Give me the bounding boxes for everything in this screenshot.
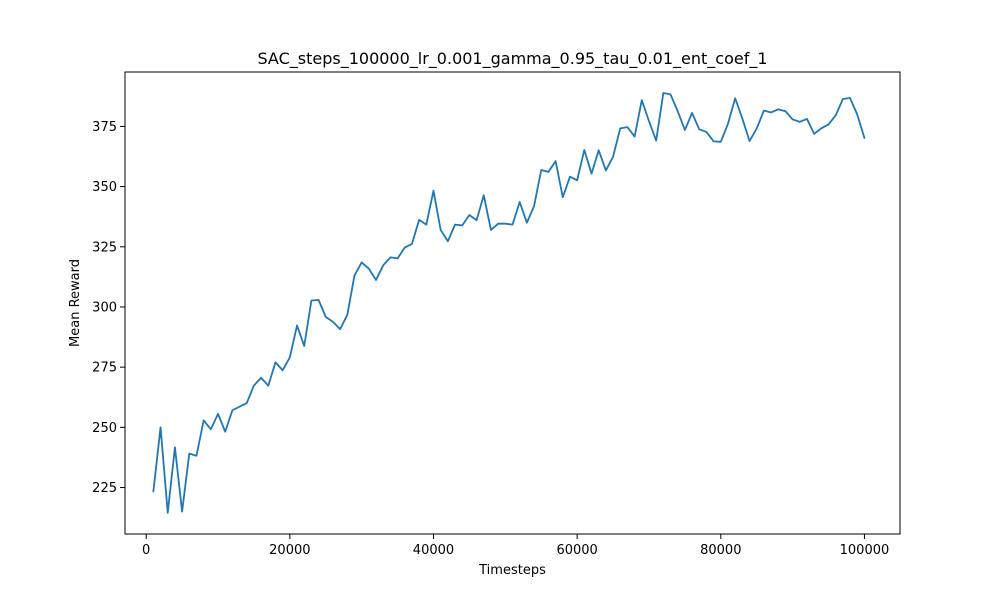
- x-axis-label: Timesteps: [478, 563, 546, 578]
- x-tick-label-1: 20000: [269, 543, 310, 558]
- ticks-layer: 0 20000 40000 60000 80000 100000 225 250 275 300 3…: [92, 120, 889, 558]
- y-axis-label: Mean Reward: [68, 259, 83, 347]
- series-line-0: [152, 92, 866, 514]
- x-tick-label-4: 80000: [700, 543, 741, 558]
- y-tick-label-1: 250: [92, 421, 117, 436]
- x-tick-label-5: 100000: [840, 543, 890, 558]
- x-tick-label-3: 60000: [556, 543, 597, 558]
- y-tick-label-3: 300: [92, 300, 117, 315]
- y-tick-label-4: 325: [92, 240, 117, 255]
- chart-title: SAC_steps_100000_lr_0.001_gamma_0.95_tau…: [257, 49, 767, 69]
- plot-frame: [124, 71, 901, 535]
- x-tick-label-0: 0: [142, 543, 150, 558]
- y-tick-label-6: 375: [92, 120, 117, 135]
- series-layer: [152, 92, 866, 514]
- x-tick-label-2: 40000: [413, 543, 454, 558]
- y-tick-label-0: 225: [92, 481, 117, 496]
- y-tick-label-2: 275: [92, 361, 117, 376]
- y-tick-label-5: 350: [92, 180, 117, 195]
